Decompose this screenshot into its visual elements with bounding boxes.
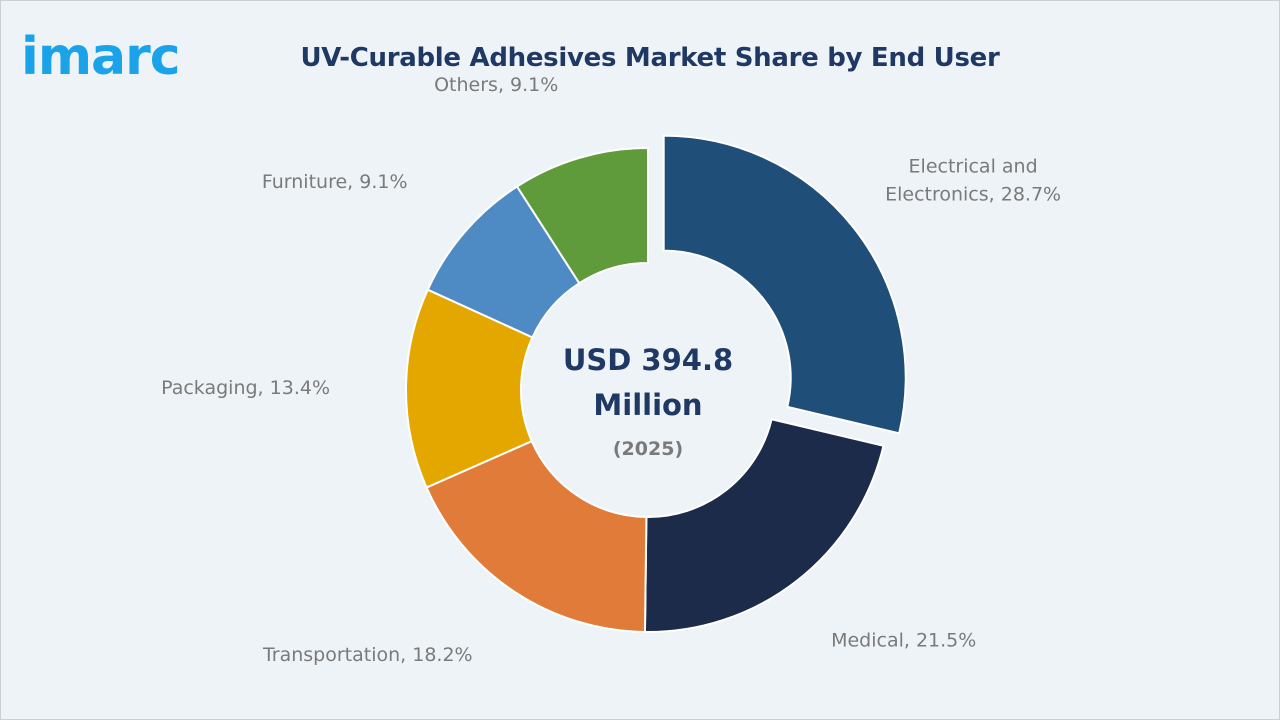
center-group: USD 394.8 Million (2025) [563,343,733,460]
slice-label-line: Electrical and [909,155,1038,177]
center-value-line1: USD 394.8 [563,343,733,377]
slice-transportation [425,439,648,633]
slice-label-medical: Medical, 21.5% [831,630,976,652]
slice-label-line: Packaging, 13.4% [161,377,330,399]
slice-label-packaging: Packaging, 13.4% [161,377,330,399]
slice-label-transportation: Transportation, 18.2% [262,644,473,666]
slice-others [515,146,649,285]
center-year: (2025) [613,438,683,460]
chart-title: UV-Curable Adhesives Market Share by End… [300,43,1000,73]
slice-label-line: Furniture, 9.1% [262,171,408,193]
logo-text: imarc [21,27,181,87]
slice-label-line: Medical, 21.5% [831,630,976,652]
slices-group [405,134,907,633]
slice-label-line: Others, 9.1% [434,74,558,96]
slice-label-others: Others, 9.1% [434,74,558,96]
imarc-logo: imarc [21,27,181,87]
center-value-line2: Million [593,388,702,422]
slice-label-line: Electronics, 28.7% [885,183,1061,205]
slice-electrical-and-electronics [662,134,907,435]
slice-label-furniture: Furniture, 9.1% [262,171,408,193]
slice-label-electrical-and-electronics: Electrical and Electronics, 28.7% [885,155,1061,205]
slice-medical [643,418,885,633]
slice-label-line: Transportation, 18.2% [262,644,473,666]
labels-group: Electrical and Electronics, 28.7% Medical,… [161,74,1061,666]
